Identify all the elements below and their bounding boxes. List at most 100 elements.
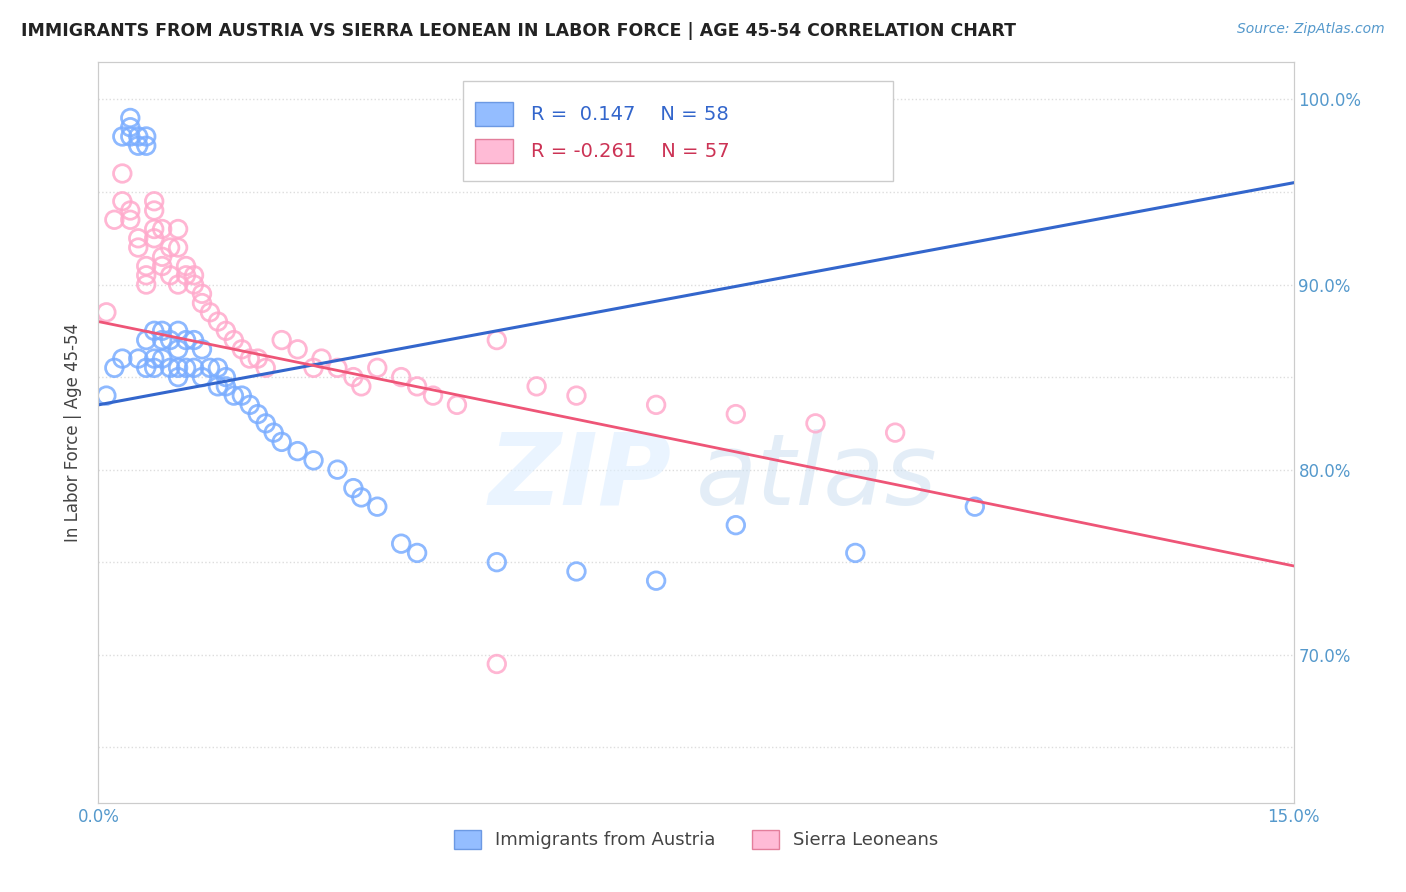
Point [270,434,292,449]
Point [120,212,142,227]
Point [120,111,142,125]
Point [150,222,173,236]
Point [389,370,412,384]
Point [724,518,747,533]
Text: R = -0.261    N = 57: R = -0.261 N = 57 [531,142,730,161]
Point [143,231,166,245]
Point [215,379,238,393]
Point [183,360,205,375]
Point [174,268,197,283]
Point [804,417,827,431]
Point [263,425,285,440]
Point [96,388,118,402]
Point [526,379,548,393]
Text: R =  0.147    N = 58: R = 0.147 N = 58 [531,104,728,124]
Point [963,500,986,514]
Point [231,388,253,402]
Point [135,277,157,292]
Point [287,343,309,357]
Point [167,240,190,254]
Point [222,388,245,402]
Point [167,222,190,236]
Point [287,444,309,458]
Bar [475,103,513,126]
Point [183,277,205,292]
Point [174,259,197,273]
Point [135,138,157,153]
Y-axis label: In Labor Force | Age 45-54: In Labor Force | Age 45-54 [65,323,83,542]
Point [565,565,588,579]
Point [191,370,214,384]
Point [485,555,508,569]
Point [239,398,262,412]
Point [191,286,214,301]
Point [366,360,388,375]
Point [96,305,118,319]
Point [446,398,468,412]
Point [143,222,166,236]
Point [350,379,373,393]
Legend: Immigrants from Austria, Sierra Leoneans: Immigrants from Austria, Sierra Leoneans [446,823,946,856]
Point [270,333,292,347]
Point [150,259,173,273]
Point [143,360,166,375]
Point [724,407,747,421]
Point [127,351,149,366]
Point [103,360,125,375]
Text: IMMIGRANTS FROM AUSTRIA VS SIERRA LEONEAN IN LABOR FORCE | AGE 45-54 CORRELATION: IMMIGRANTS FROM AUSTRIA VS SIERRA LEONEA… [21,22,1017,40]
Point [207,360,229,375]
Point [406,546,429,560]
Point [302,360,325,375]
Point [246,407,269,421]
Point [167,277,190,292]
Point [159,240,181,254]
Point [143,324,166,338]
Text: ZIP: ZIP [489,428,672,525]
Point [254,360,277,375]
Point [389,536,412,550]
Point [167,343,190,357]
Point [127,129,149,144]
Point [215,370,238,384]
Point [254,417,277,431]
Point [120,120,142,135]
Point [183,333,205,347]
Point [239,351,262,366]
Point [150,324,173,338]
Bar [475,139,513,163]
Point [207,379,229,393]
Point [844,546,866,560]
Point [159,360,181,375]
Point [159,333,181,347]
Point [135,259,157,273]
Point [342,481,364,495]
Point [485,657,508,671]
Point [143,194,166,209]
Point [167,324,190,338]
Point [143,203,166,218]
Point [198,305,221,319]
Point [311,351,333,366]
Point [215,324,238,338]
Point [150,250,173,264]
Point [350,491,373,505]
Point [135,129,157,144]
Point [150,351,173,366]
Point [485,333,508,347]
Point [198,360,221,375]
Point [127,231,149,245]
Point [422,388,444,402]
Point [159,268,181,283]
Point [884,425,907,440]
Point [191,343,214,357]
Point [111,166,134,180]
Point [135,268,157,283]
Point [406,379,429,393]
Point [127,240,149,254]
Point [326,360,349,375]
Point [222,333,245,347]
Point [207,314,229,328]
Text: atlas: atlas [696,428,938,525]
Point [143,351,166,366]
Point [135,360,157,375]
